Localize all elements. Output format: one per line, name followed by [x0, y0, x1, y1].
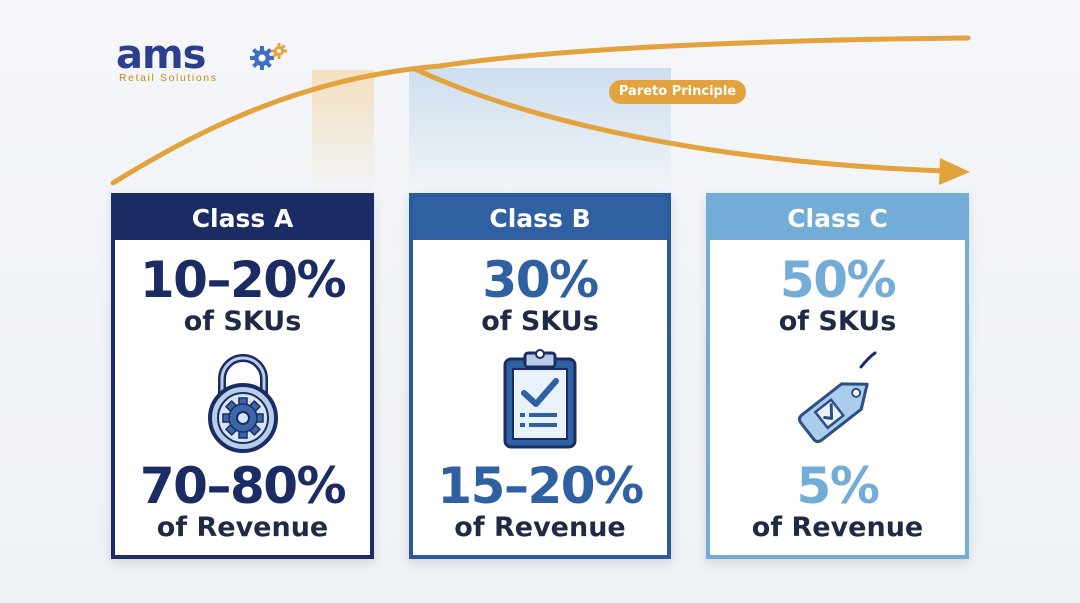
- class-a-title: Class A: [115, 197, 370, 240]
- cumulative-curve: [110, 35, 971, 186]
- class-a-revenue-share: 70–80%: [139, 457, 347, 515]
- class-b-title: Class B: [413, 197, 667, 240]
- class-c-sku-label: of SKUs: [778, 306, 897, 337]
- class-a-sku-label: of SKUs: [183, 306, 302, 337]
- class-a-sku-share: 10–20%: [139, 251, 347, 309]
- class-a-revenue-label: of Revenue: [156, 512, 329, 543]
- arrowhead: [939, 158, 970, 185]
- class-a-card: Class A 10–20% of SKUs 70–80% of Revenue: [111, 193, 374, 559]
- class-b-revenue-share: 15–20%: [437, 457, 644, 515]
- declining-curve: [412, 66, 948, 174]
- gears-icon: [250, 43, 287, 70]
- clipboard-checklist-icon: [503, 349, 577, 449]
- brand-name: ams: [116, 32, 206, 78]
- pareto-principle-label: Pareto Principle: [609, 80, 746, 104]
- class-b-sku-label: of SKUs: [481, 306, 599, 337]
- brand-tagline: Retail Solutions: [119, 72, 218, 84]
- class-b-sku-share: 30%: [482, 251, 599, 309]
- brand-logo: ams Retail Solutions: [116, 32, 296, 88]
- class-c-card: Class C 50% of SKUs 5% of Revenue: [706, 193, 969, 559]
- class-b-card: Class B 30% of SKUs 15–20% of Revenue: [409, 193, 671, 559]
- class-a-glow-band: [312, 70, 374, 196]
- class-b-revenue-label: of Revenue: [454, 512, 626, 543]
- price-tag-check-icon: [797, 351, 876, 444]
- class-c-revenue-share: 5%: [796, 457, 880, 515]
- padlock-gear-icon: [207, 354, 278, 453]
- class-c-sku-share: 50%: [779, 251, 897, 309]
- class-c-title: Class C: [710, 197, 965, 240]
- class-c-revenue-label: of Revenue: [751, 512, 924, 543]
